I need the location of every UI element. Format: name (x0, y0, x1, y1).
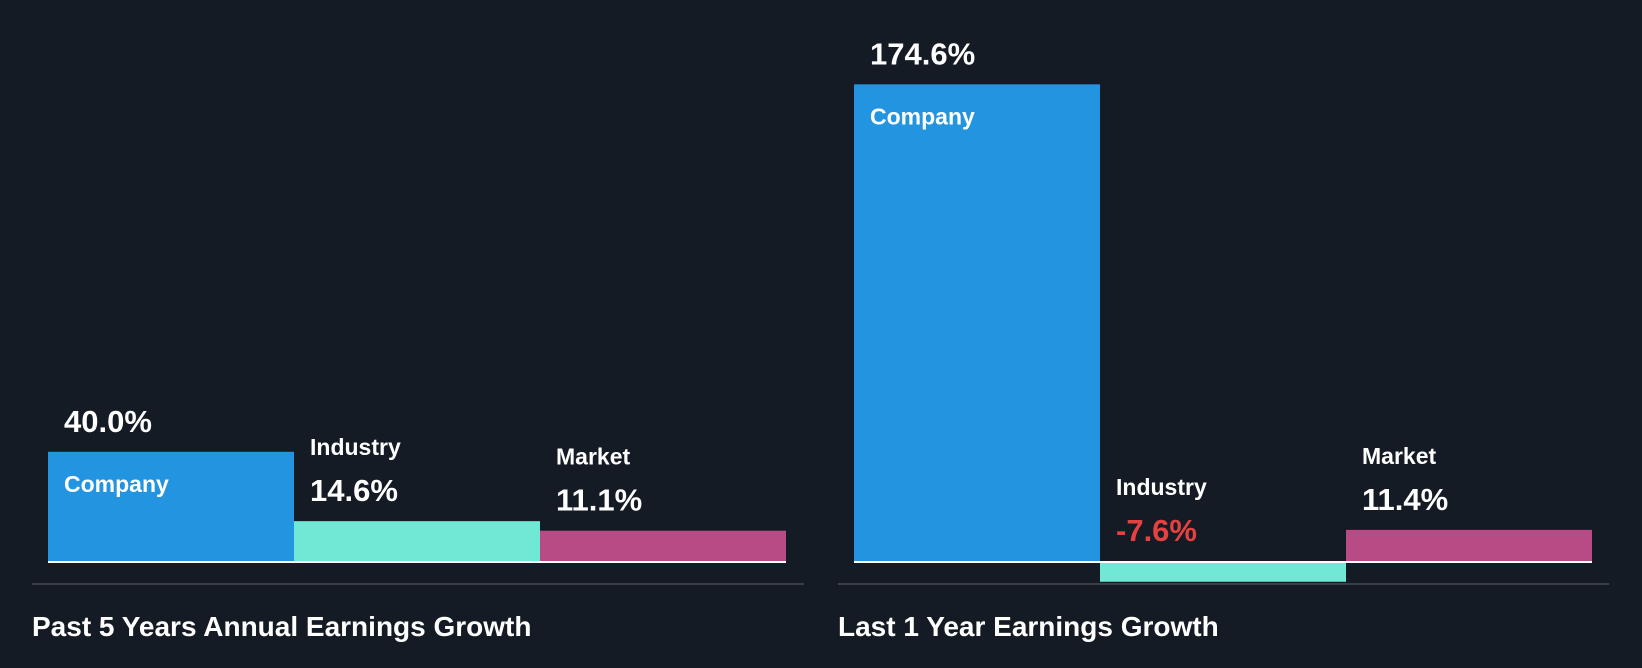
category-label-company: Company (64, 471, 169, 497)
bar-industry (1100, 561, 1346, 582)
value-label-market: 11.1% (556, 483, 642, 518)
value-label-market: 11.4% (1362, 482, 1448, 517)
value-label-industry: -7.6% (1116, 513, 1197, 548)
bar-company (48, 451, 294, 561)
category-label-industry: Industry (1116, 474, 1207, 500)
chart-title: Last 1 Year Earnings Growth (838, 611, 1219, 642)
value-label-industry: 14.6% (310, 473, 398, 508)
category-label-market: Market (556, 444, 630, 470)
category-label-company: Company (870, 103, 975, 129)
bar-company (854, 84, 1100, 561)
value-label-company: 40.0% (64, 404, 152, 439)
category-label-industry: Industry (310, 434, 401, 460)
value-label-company: 174.6% (870, 36, 975, 71)
bar-market (540, 530, 786, 561)
bar-market (1346, 529, 1592, 561)
bar-industry (294, 521, 540, 561)
category-label-market: Market (1362, 443, 1436, 469)
chart-title: Past 5 Years Annual Earnings Growth (32, 611, 532, 642)
